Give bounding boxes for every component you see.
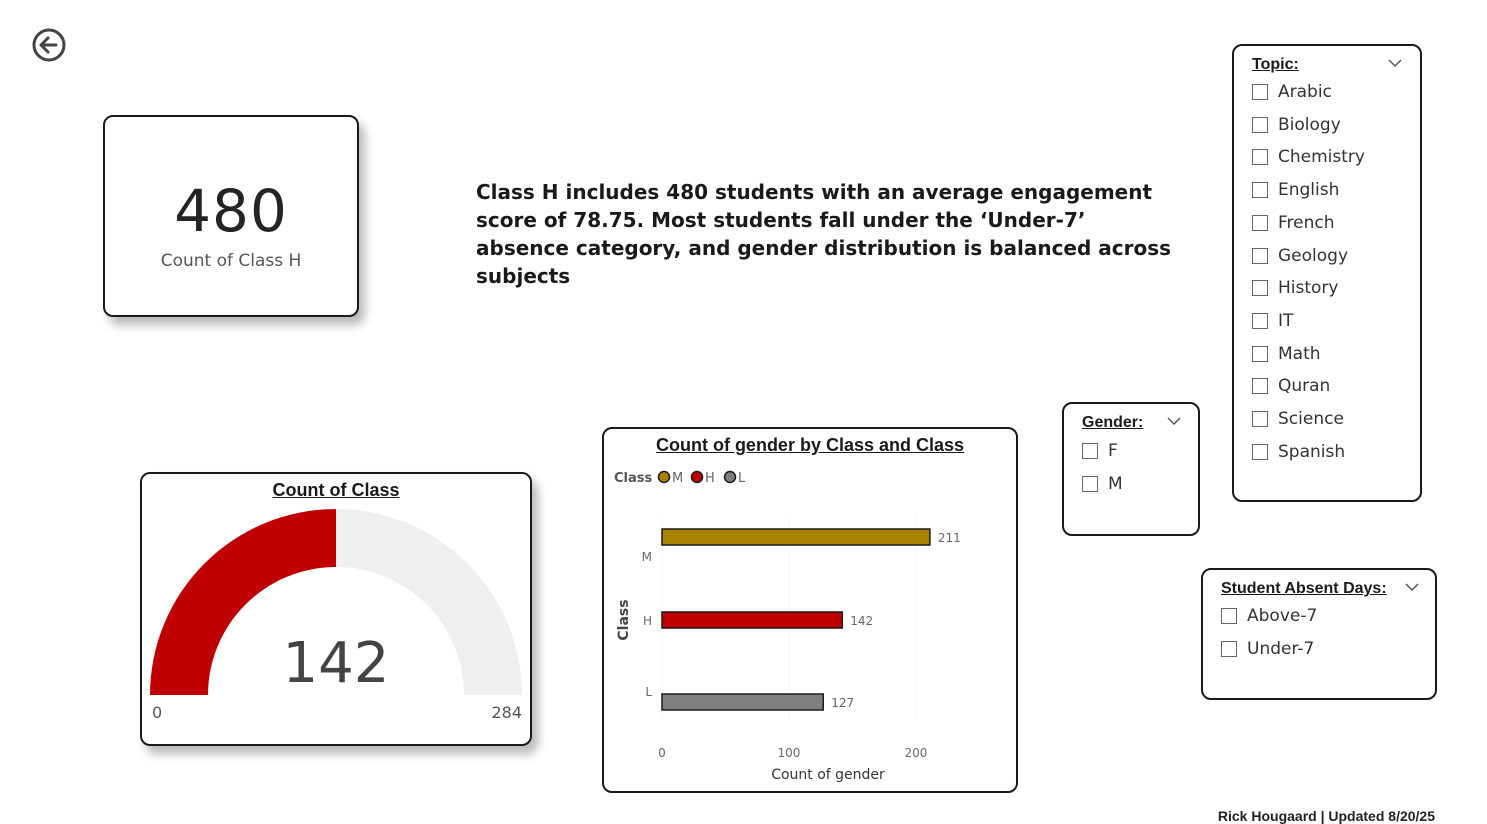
- legend-label: L: [738, 471, 746, 486]
- slicer-option-label: F: [1108, 441, 1118, 461]
- slicer-option[interactable]: French: [1252, 213, 1335, 233]
- slicer-option[interactable]: M: [1082, 474, 1123, 494]
- legend-title: Class: [614, 471, 653, 486]
- slicer-option-label: IT: [1278, 310, 1294, 331]
- checkbox[interactable]: [1252, 443, 1268, 460]
- checkbox[interactable]: [1252, 116, 1268, 133]
- x-tick-label: 200: [904, 746, 927, 760]
- slicer-option[interactable]: Spanish: [1252, 442, 1345, 462]
- checkbox[interactable]: [1221, 640, 1237, 657]
- slicer-option-label: French: [1278, 212, 1335, 233]
- y-tick-label: M: [642, 550, 652, 564]
- checkbox[interactable]: [1252, 182, 1268, 199]
- topic-slicer: Topic: Arabic Biology Chemistry English Fren…: [1232, 44, 1422, 502]
- slicer-option[interactable]: IT: [1252, 311, 1293, 331]
- data-label: 211: [938, 531, 961, 545]
- absent-days-slicer: Student Absent Days: Above-7 Under-7: [1201, 568, 1437, 700]
- gauge-fill: [150, 509, 336, 695]
- data-label: 142: [850, 614, 873, 628]
- gauge-title: Count of Class: [272, 480, 400, 500]
- bar-chart: Class M H L 0 100 200 M 211 H 142 L 127 Count of gend…: [614, 470, 961, 783]
- legend-marker: [690, 470, 704, 484]
- bar: [661, 528, 931, 546]
- y-axis-title: Class: [616, 599, 632, 640]
- slicer-option-label: M: [1108, 473, 1123, 494]
- x-tick-label: 100: [778, 746, 801, 760]
- legend-label: M: [672, 471, 683, 486]
- checkbox[interactable]: [1252, 312, 1268, 329]
- gauge-max-label: 284: [491, 703, 522, 722]
- gauge-chart: 142 0 284: [150, 509, 522, 722]
- chevron-down-icon[interactable]: [1405, 580, 1419, 594]
- chevron-down-icon[interactable]: [1167, 414, 1181, 428]
- slicer-option[interactable]: English: [1252, 180, 1339, 200]
- narrative-text: Class H includes 480 students with an av…: [476, 180, 1172, 288]
- gauge-value: 142: [283, 631, 390, 696]
- checkbox[interactable]: [1082, 475, 1098, 492]
- slicer-option[interactable]: Geology: [1252, 246, 1348, 266]
- bar: [661, 693, 824, 711]
- legend-label: H: [705, 471, 715, 486]
- kpi-card: 480 Count of Class H: [103, 115, 359, 317]
- slicer-option-label: Quran: [1278, 376, 1331, 397]
- legend-marker: [657, 470, 671, 484]
- slicer-option[interactable]: Above-7: [1221, 606, 1317, 626]
- back-arrow-icon[interactable]: [32, 28, 66, 62]
- slicer-option[interactable]: Arabic: [1252, 82, 1332, 102]
- slicer-option-label: Science: [1278, 409, 1344, 429]
- slicer-option-label: Math: [1278, 343, 1321, 364]
- y-tick-label: H: [643, 614, 652, 628]
- gauge-card: Count of Class 142 0 284: [140, 472, 532, 746]
- bar-chart-title: Count of gender by Class and Class: [655, 435, 965, 455]
- gauge-min-label: 0: [152, 703, 162, 722]
- gender-slicer-title: Gender:: [1082, 414, 1144, 431]
- checkbox[interactable]: [1252, 280, 1268, 297]
- slicer-option[interactable]: Biology: [1252, 115, 1341, 135]
- slicer-option[interactable]: Under-7: [1221, 639, 1314, 659]
- slicer-option-label: Geology: [1278, 245, 1349, 266]
- slicer-option-label: English: [1278, 180, 1340, 201]
- kpi-label: Count of Class H: [160, 251, 302, 271]
- kpi-value: 480: [174, 177, 288, 245]
- slicer-option[interactable]: Quran: [1252, 376, 1330, 396]
- slicer-option-label: Spanish: [1278, 441, 1346, 462]
- checkbox[interactable]: [1252, 84, 1268, 100]
- slicer-option-label: Above-7: [1247, 606, 1318, 626]
- slicer-option-label: Chemistry: [1278, 147, 1365, 168]
- legend-marker: [723, 470, 737, 484]
- slicer-option[interactable]: F: [1082, 441, 1118, 461]
- checkbox[interactable]: [1221, 608, 1237, 624]
- checkbox[interactable]: [1252, 378, 1268, 395]
- slicer-option[interactable]: History: [1252, 278, 1338, 298]
- slicer-option-label: Biology: [1278, 114, 1341, 135]
- absent-slicer-title: Student Absent Days:: [1221, 580, 1387, 597]
- checkbox[interactable]: [1252, 411, 1268, 427]
- checkbox[interactable]: [1252, 247, 1268, 264]
- bar-chart-card: Count of gender by Class and Class Class…: [602, 427, 1018, 793]
- slicer-option-label: Under-7: [1247, 638, 1315, 659]
- data-label: 127: [831, 696, 854, 710]
- checkbox[interactable]: [1252, 214, 1268, 231]
- chevron-down-icon[interactable]: [1388, 56, 1402, 70]
- checkbox[interactable]: [1252, 345, 1268, 362]
- slicer-option[interactable]: Science: [1252, 409, 1344, 429]
- slicer-option-label: History: [1278, 278, 1339, 299]
- slicer-option[interactable]: Chemistry: [1252, 147, 1365, 167]
- checkbox[interactable]: [1082, 443, 1098, 459]
- topic-slicer-title: Topic:: [1252, 56, 1299, 73]
- x-axis-title: Count of gender: [771, 767, 885, 783]
- bar: [661, 611, 844, 629]
- x-tick-label: 0: [658, 746, 666, 760]
- footer-credit: Rick Hougaard | Updated 8/20/25: [1217, 808, 1435, 824]
- slicer-option[interactable]: Math: [1252, 344, 1321, 364]
- slicer-option-label: Arabic: [1278, 82, 1332, 102]
- y-tick-label: L: [645, 685, 652, 699]
- checkbox[interactable]: [1252, 149, 1268, 166]
